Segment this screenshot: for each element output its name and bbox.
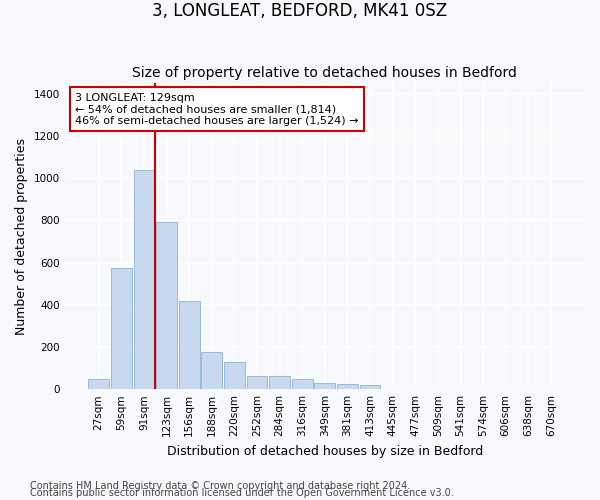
Text: Contains public sector information licensed under the Open Government Licence v3: Contains public sector information licen… [30,488,454,498]
Bar [179,300,200,389]
Text: 3 LONGLEAT: 129sqm
← 54% of detached houses are smaller (1,814)
46% of semi-deta: 3 LONGLEAT: 129sqm ← 54% of detached hou… [75,92,359,126]
Bar [292,379,313,389]
Bar [202,352,222,389]
Bar [224,362,245,389]
Bar [269,376,290,389]
Bar [111,268,132,389]
Bar [337,384,358,389]
Title: Size of property relative to detached houses in Bedford: Size of property relative to detached ho… [133,66,517,80]
Y-axis label: Number of detached properties: Number of detached properties [15,138,28,335]
Text: 3, LONGLEAT, BEDFORD, MK41 0SZ: 3, LONGLEAT, BEDFORD, MK41 0SZ [152,2,448,21]
Bar [359,386,380,389]
Bar [134,170,154,389]
Bar [314,383,335,389]
Text: Contains HM Land Registry data © Crown copyright and database right 2024.: Contains HM Land Registry data © Crown c… [30,481,410,491]
Bar [247,376,268,389]
X-axis label: Distribution of detached houses by size in Bedford: Distribution of detached houses by size … [167,444,483,458]
Bar [88,379,109,389]
Bar [156,222,177,389]
